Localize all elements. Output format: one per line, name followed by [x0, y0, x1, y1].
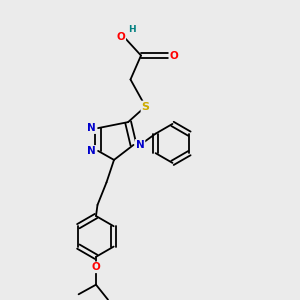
Text: O: O	[169, 50, 178, 61]
Text: N: N	[87, 123, 96, 133]
Text: N: N	[136, 140, 145, 150]
Text: H: H	[128, 26, 136, 34]
Text: O: O	[92, 262, 100, 272]
Text: S: S	[142, 101, 149, 112]
Text: N: N	[87, 146, 96, 156]
Text: O: O	[116, 32, 125, 42]
